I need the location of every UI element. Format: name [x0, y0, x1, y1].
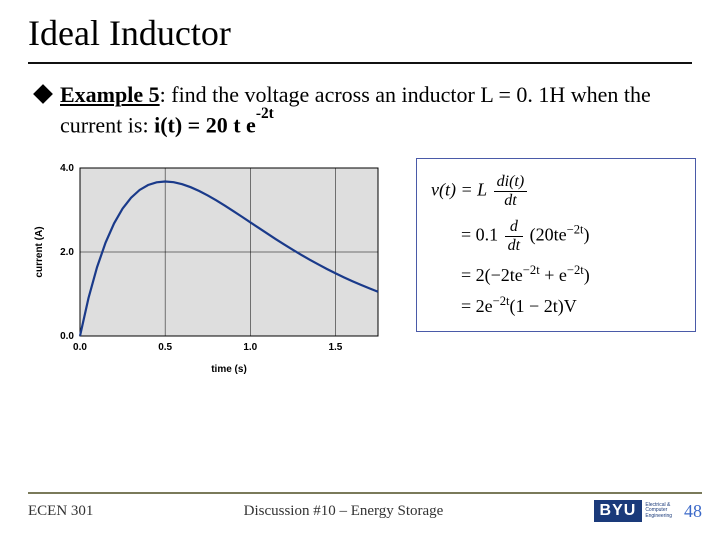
eq-line-1: v(t) = L di(t) dt [431, 169, 681, 214]
svg-text:1.5: 1.5 [328, 342, 342, 353]
equation-box: v(t) = L di(t) dt = 0.1 d dt (20te−2t) =… [416, 158, 696, 332]
svg-text:1.0: 1.0 [243, 342, 257, 353]
svg-text:0.0: 0.0 [73, 342, 87, 353]
byu-logo: BYU Electrical & Computer Engineering [594, 500, 672, 522]
bullet-diamond-icon [33, 84, 53, 104]
current-chart: 0.0 0.5 1.0 1.5 0.0 2.0 4.0 time (s) current (A) [28, 158, 388, 383]
formula-lead: i(t) = 20 t e [154, 112, 256, 137]
example-label: Example 5 [60, 82, 160, 107]
example-bullet: Example 5: find the voltage across an in… [0, 64, 720, 140]
footer-rule [28, 492, 702, 494]
chart-svg: 0.0 0.5 1.0 1.5 0.0 2.0 4.0 time (s) current (A) [28, 158, 388, 378]
logo-text: BYU [594, 500, 643, 522]
bullet-text: Example 5: find the voltage across an in… [60, 80, 692, 140]
logo-subtext: Electrical & Computer Engineering [645, 503, 672, 520]
svg-text:current (A): current (A) [34, 226, 45, 277]
eq-line-2: = 0.1 d dt (20te−2t) [431, 214, 681, 259]
svg-text:time (s): time (s) [211, 364, 247, 375]
footer-left: ECEN 301 [28, 503, 93, 520]
footer-center: Discussion #10 – Energy Storage [93, 503, 593, 520]
svg-text:0.0: 0.0 [60, 331, 74, 342]
eq-line-3: = 2(−2te−2t + e−2t) [431, 259, 681, 290]
svg-text:0.5: 0.5 [158, 342, 172, 353]
svg-text:4.0: 4.0 [60, 163, 74, 174]
svg-text:2.0: 2.0 [60, 247, 74, 258]
page-title: Ideal Inductor [28, 12, 692, 54]
eq-line-4: = 2e−2t(1 − 2t)V [431, 290, 681, 321]
formula-exp: -2t [256, 105, 274, 122]
page-number: 48 [684, 501, 702, 522]
footer: ECEN 301 Discussion #10 – Energy Storage… [28, 492, 702, 522]
